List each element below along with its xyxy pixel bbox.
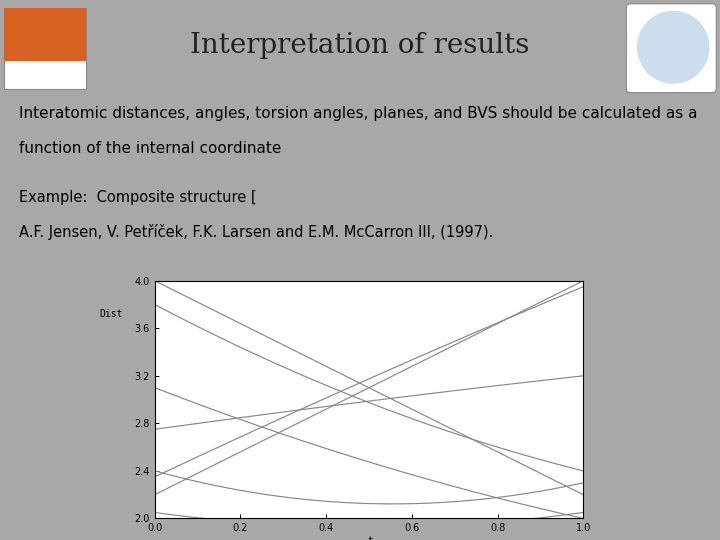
Text: Dist: Dist <box>99 309 122 319</box>
Text: A.F. Jensen, V. Petříček, F.K. Larsen and E.M. McCarron III, (1997).: A.F. Jensen, V. Petříček, F.K. Larsen an… <box>19 224 498 240</box>
Text: function of the internal coordinate: function of the internal coordinate <box>19 141 287 156</box>
Text: Interatomic distances, angles, torsion angles, planes, and BVS should be calcula: Interatomic distances, angles, torsion a… <box>19 106 698 120</box>
Text: Interpretation of results: Interpretation of results <box>190 32 530 59</box>
FancyBboxPatch shape <box>4 8 86 89</box>
FancyBboxPatch shape <box>4 8 86 62</box>
Text: Example:  Composite structure [: Example: Composite structure [ <box>19 190 257 205</box>
X-axis label: t: t <box>366 536 372 540</box>
Circle shape <box>638 11 708 83</box>
FancyBboxPatch shape <box>626 4 716 93</box>
